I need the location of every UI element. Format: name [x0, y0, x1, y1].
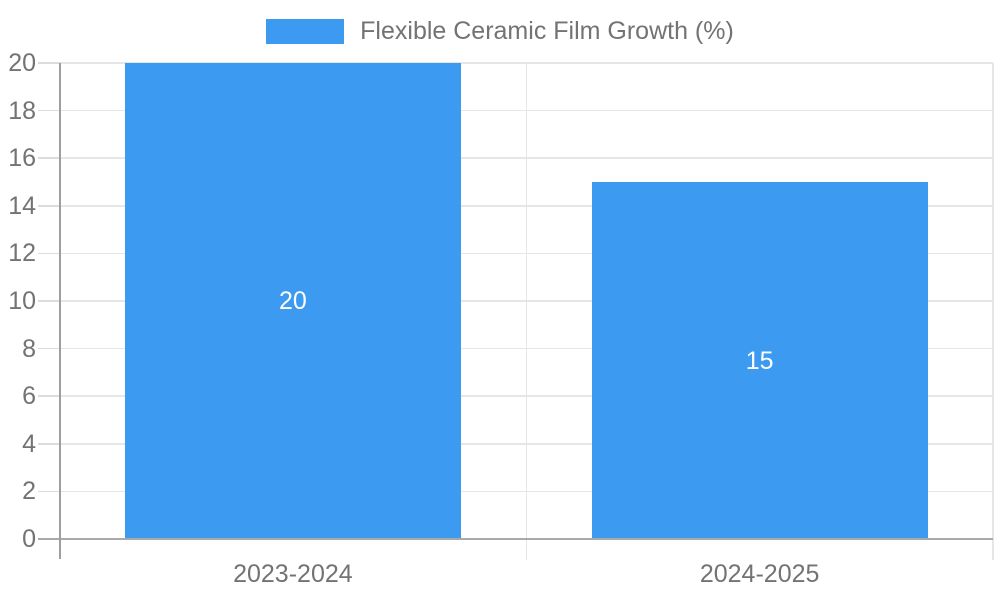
legend-label: Flexible Ceramic Film Growth (%) [360, 17, 734, 45]
y-axis-label: 8 [22, 334, 36, 363]
y-axis-label: 2 [22, 477, 36, 506]
y-axis-label: 18 [8, 96, 36, 125]
y-axis-label: 20 [8, 49, 36, 77]
y-axis-tick [37, 157, 60, 159]
x-axis-label: 2024-2025 [699, 560, 820, 588]
legend-swatch-icon[interactable] [266, 19, 345, 44]
category-divider [525, 63, 527, 560]
bar-2024-2025[interactable] [591, 182, 928, 539]
y-axis-tick [37, 205, 60, 207]
legend[interactable]: Flexible Ceramic Film Growth (%) [0, 17, 1000, 46]
y-axis-tick [37, 252, 60, 255]
y-axis-tick [37, 300, 60, 302]
y-axis-label: 6 [22, 382, 36, 411]
y-axis-label: 10 [8, 287, 36, 315]
y-axis-tick [37, 443, 60, 445]
y-axis-label: 4 [22, 429, 36, 458]
bar-2023-2024[interactable] [124, 63, 461, 539]
category-divider [992, 63, 994, 560]
y-axis-tick [37, 62, 60, 64]
bar-value-label: 15 [745, 346, 774, 375]
y-axis-line [58, 63, 61, 559]
y-axis-label: 16 [8, 144, 36, 173]
y-axis-tick [37, 109, 60, 112]
y-axis-tick [37, 395, 60, 397]
y-axis-tick [37, 347, 60, 350]
x-axis-label: 2023-2024 [233, 560, 353, 588]
y-axis-label: 14 [8, 191, 36, 220]
y-axis-label: 12 [8, 239, 36, 268]
x-axis-line [37, 537, 993, 541]
y-axis-tick [37, 490, 60, 493]
y-axis-label: 0 [22, 525, 36, 553]
bar-value-label: 20 [278, 287, 307, 315]
